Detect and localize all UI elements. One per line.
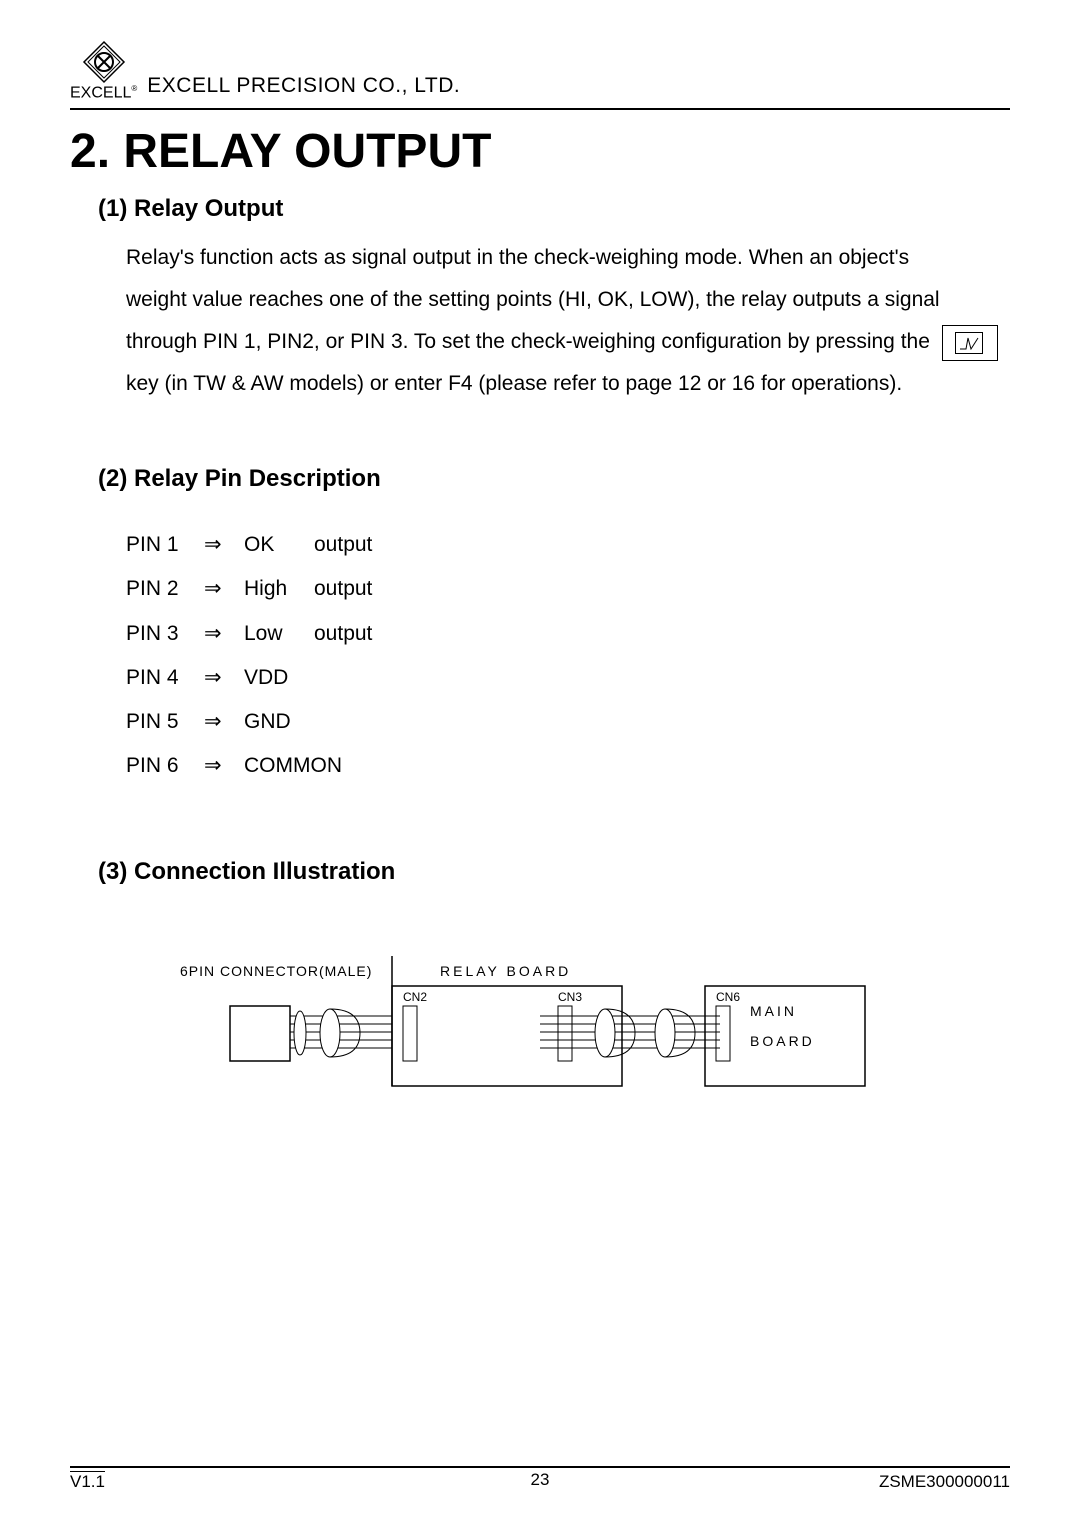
diag-connector-label: 6PIN CONNECTOR(MALE) <box>180 963 372 979</box>
footer-center: 23 <box>70 1470 1010 1490</box>
section3-heading: (3) Connection Illustration <box>98 858 1010 886</box>
pin-row: PIN 3 ⇒ Low output <box>126 612 1010 656</box>
pin-row: PIN 4 ⇒ VDD <box>126 656 1010 700</box>
pin-row: PIN 6 ⇒ COMMON <box>126 744 1010 788</box>
pin-signal: COMMON <box>244 744 314 788</box>
pin-output: output <box>314 523 372 567</box>
pin-signal: High <box>244 567 314 611</box>
pin-output: output <box>314 612 372 656</box>
pin-arrow: ⇒ <box>204 567 244 611</box>
pin-label: PIN 4 <box>126 656 204 700</box>
diag-cn2: CN2 <box>403 990 427 1004</box>
logo-brand-text: EXCELL® <box>70 84 137 102</box>
body-line: weight value reaches one of the setting … <box>126 279 1000 321</box>
body-line-text: through PIN 1, PIN2, or PIN 3. To set th… <box>126 330 930 353</box>
key-icon <box>942 325 998 361</box>
pin-row: PIN 2 ⇒ High output <box>126 567 1010 611</box>
section1-body: Relay's function acts as signal output i… <box>126 237 1000 405</box>
pin-label: PIN 6 <box>126 744 204 788</box>
pin-output: output <box>314 567 372 611</box>
pin-signal: Low <box>244 612 314 656</box>
pin-signal: VDD <box>244 656 314 700</box>
diag-relay-label: RELAY BOARD <box>440 963 571 979</box>
diag-board: BOARD <box>750 1033 815 1049</box>
pin-arrow: ⇒ <box>204 612 244 656</box>
page: EXCELL® EXCELL PRECISION CO., LTD. 2. RE… <box>0 0 1080 1526</box>
pin-label: PIN 5 <box>126 700 204 744</box>
diag-main: MAIN <box>750 1003 797 1019</box>
footer: V1.1 ZSME300000011 23 <box>70 1466 1010 1492</box>
body-line: Relay's function acts as signal output i… <box>126 237 1000 279</box>
section2-heading: (2) Relay Pin Description <box>98 465 1010 493</box>
logo-brand: EXCELL <box>70 84 131 101</box>
pin-arrow: ⇒ <box>204 700 244 744</box>
pin-arrow: ⇒ <box>204 523 244 567</box>
pin-signal: OK <box>244 523 314 567</box>
pin-arrow: ⇒ <box>204 656 244 700</box>
company-name: EXCELL PRECISION CO., LTD. <box>147 74 460 102</box>
diag-cn3: CN3 <box>558 990 582 1004</box>
logo-reg: ® <box>131 84 137 93</box>
logo: EXCELL® <box>70 40 137 102</box>
header: EXCELL® EXCELL PRECISION CO., LTD. <box>70 40 1010 110</box>
section1-heading: (1) Relay Output <box>98 195 1010 223</box>
pin-label: PIN 3 <box>126 612 204 656</box>
body-line: through PIN 1, PIN2, or PIN 3. To set th… <box>126 321 1000 363</box>
connection-diagram: 6PIN CONNECTOR(MALE) RELAY BOARD CN2 <box>160 946 1010 1121</box>
pin-row: PIN 5 ⇒ GND <box>126 700 1010 744</box>
pin-row: PIN 1 ⇒ OK output <box>126 523 1010 567</box>
pin-label: PIN 2 <box>126 567 204 611</box>
main-title: 2. RELAY OUTPUT <box>70 124 1010 179</box>
pin-signal: GND <box>244 700 314 744</box>
pin-label: PIN 1 <box>126 523 204 567</box>
body-line: key (in TW & AW models) or enter F4 (ple… <box>126 363 1000 405</box>
pin-arrow: ⇒ <box>204 744 244 788</box>
logo-diamond-icon <box>82 40 126 84</box>
pin-list: PIN 1 ⇒ OK output PIN 2 ⇒ High output PI… <box>126 523 1010 788</box>
diag-cn6: CN6 <box>716 990 740 1004</box>
